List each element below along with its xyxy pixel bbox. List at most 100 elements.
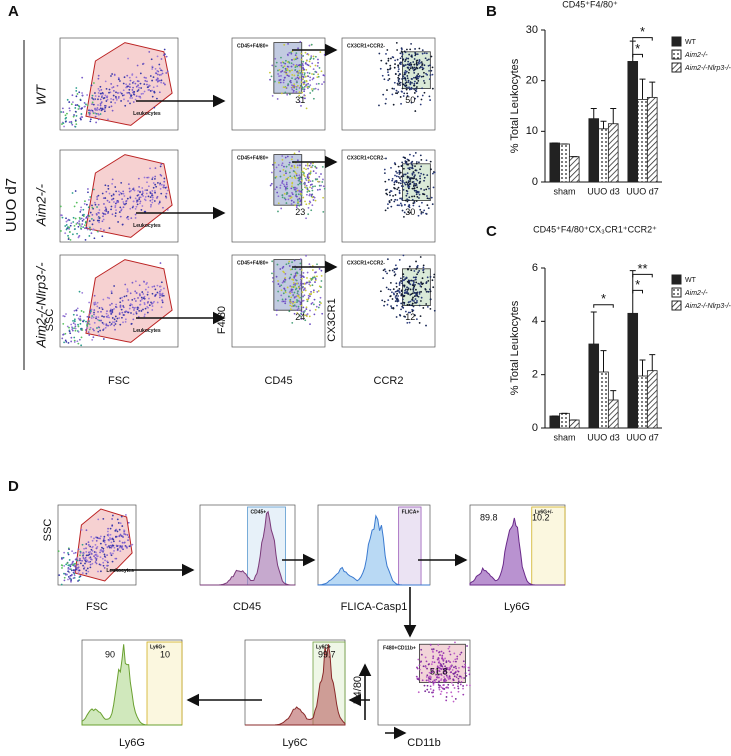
- event-dot: [99, 104, 102, 107]
- event-dot: [294, 66, 297, 69]
- event-dot: [76, 340, 79, 343]
- event-dot: [156, 97, 158, 100]
- event-dot: [139, 303, 141, 306]
- event-dot: [74, 104, 77, 107]
- event-dot: [422, 80, 425, 82]
- event-dot: [390, 199, 393, 201]
- event-dot: [110, 302, 113, 305]
- event-dot: [123, 195, 126, 197]
- event-dot: [426, 305, 429, 308]
- event-dot: [88, 198, 90, 201]
- event-dot: [382, 93, 385, 96]
- event-dot: [88, 316, 91, 319]
- event-dot: [415, 293, 417, 295]
- event-dot: [304, 319, 307, 322]
- event-dot: [426, 688, 429, 691]
- event-dot: [109, 544, 112, 547]
- event-dot: [60, 583, 63, 586]
- event-dot: [400, 102, 402, 105]
- event-dot: [295, 91, 298, 93]
- event-dot: [136, 194, 139, 197]
- event-dot: [111, 198, 113, 201]
- event-dot: [71, 192, 74, 194]
- event-dot: [106, 560, 109, 563]
- event-dot: [286, 93, 289, 96]
- histogram: [245, 644, 346, 726]
- event-dot: [96, 536, 99, 539]
- significance-label: *: [601, 291, 606, 306]
- event-dot: [396, 188, 399, 191]
- event-dot: [389, 295, 392, 298]
- event-dot: [158, 292, 161, 295]
- event-dot: [299, 315, 302, 317]
- event-dot: [112, 197, 115, 200]
- event-dot: [68, 577, 71, 580]
- event-dot: [128, 76, 131, 79]
- event-dot: [69, 574, 72, 577]
- event-dot: [430, 196, 433, 199]
- event-dot: [397, 74, 400, 77]
- bar: [568, 156, 580, 183]
- event-dot: [298, 94, 301, 97]
- event-dot: [379, 67, 382, 70]
- event-dot: [433, 309, 436, 312]
- event-dot: [302, 282, 304, 285]
- bar: [559, 143, 570, 183]
- event-dot: [445, 660, 448, 662]
- event-dot: [318, 67, 321, 69]
- event-dot: [134, 207, 137, 210]
- event-dot: [408, 168, 411, 171]
- event-dot: [296, 57, 299, 60]
- event-dot: [59, 205, 62, 208]
- event-dot: [300, 282, 302, 285]
- event-dot: [410, 64, 412, 67]
- event-dot: [96, 327, 98, 329]
- event-dot: [61, 123, 63, 125]
- event-dot: [283, 65, 286, 68]
- event-dot: [465, 684, 468, 687]
- event-dot: [317, 73, 320, 76]
- event-dot: [415, 281, 418, 284]
- event-dot: [123, 529, 125, 532]
- gate-label: CD45+F4/80+: [237, 155, 268, 161]
- event-dot: [431, 648, 433, 651]
- event-dot: [452, 684, 455, 687]
- event-dot: [305, 59, 308, 62]
- event-dot: [404, 79, 407, 82]
- event-dot: [143, 176, 146, 179]
- event-dot: [91, 213, 94, 216]
- event-dot: [420, 300, 422, 302]
- event-dot: [278, 81, 280, 84]
- event-dot: [418, 292, 421, 295]
- event-dot: [427, 279, 430, 282]
- event-dot: [122, 321, 124, 324]
- event-dot: [137, 84, 140, 87]
- event-dot: [432, 172, 434, 175]
- event-dot: [89, 551, 92, 553]
- event-dot: [385, 157, 387, 160]
- event-dot: [75, 90, 78, 92]
- event-dot: [402, 273, 405, 276]
- event-dot: [307, 297, 310, 299]
- event-dot: [72, 221, 75, 223]
- event-dot: [414, 48, 416, 50]
- event-dot: [109, 552, 112, 555]
- event-dot: [157, 202, 160, 205]
- event-dot: [294, 64, 297, 67]
- event-dot: [303, 73, 306, 76]
- event-dot: [156, 70, 159, 72]
- event-dot: [60, 230, 62, 232]
- event-dot: [288, 260, 291, 263]
- event-dot: [303, 72, 306, 75]
- event-dot: [398, 82, 401, 85]
- event-dot: [116, 84, 119, 87]
- event-dot: [409, 48, 412, 51]
- event-dot: [395, 175, 398, 178]
- event-dot: [152, 186, 155, 189]
- event-dot: [107, 184, 110, 187]
- event-dot: [156, 85, 159, 88]
- event-dot: [152, 76, 155, 79]
- event-dot: [284, 188, 287, 191]
- event-dot: [426, 185, 429, 188]
- event-dot: [141, 291, 144, 293]
